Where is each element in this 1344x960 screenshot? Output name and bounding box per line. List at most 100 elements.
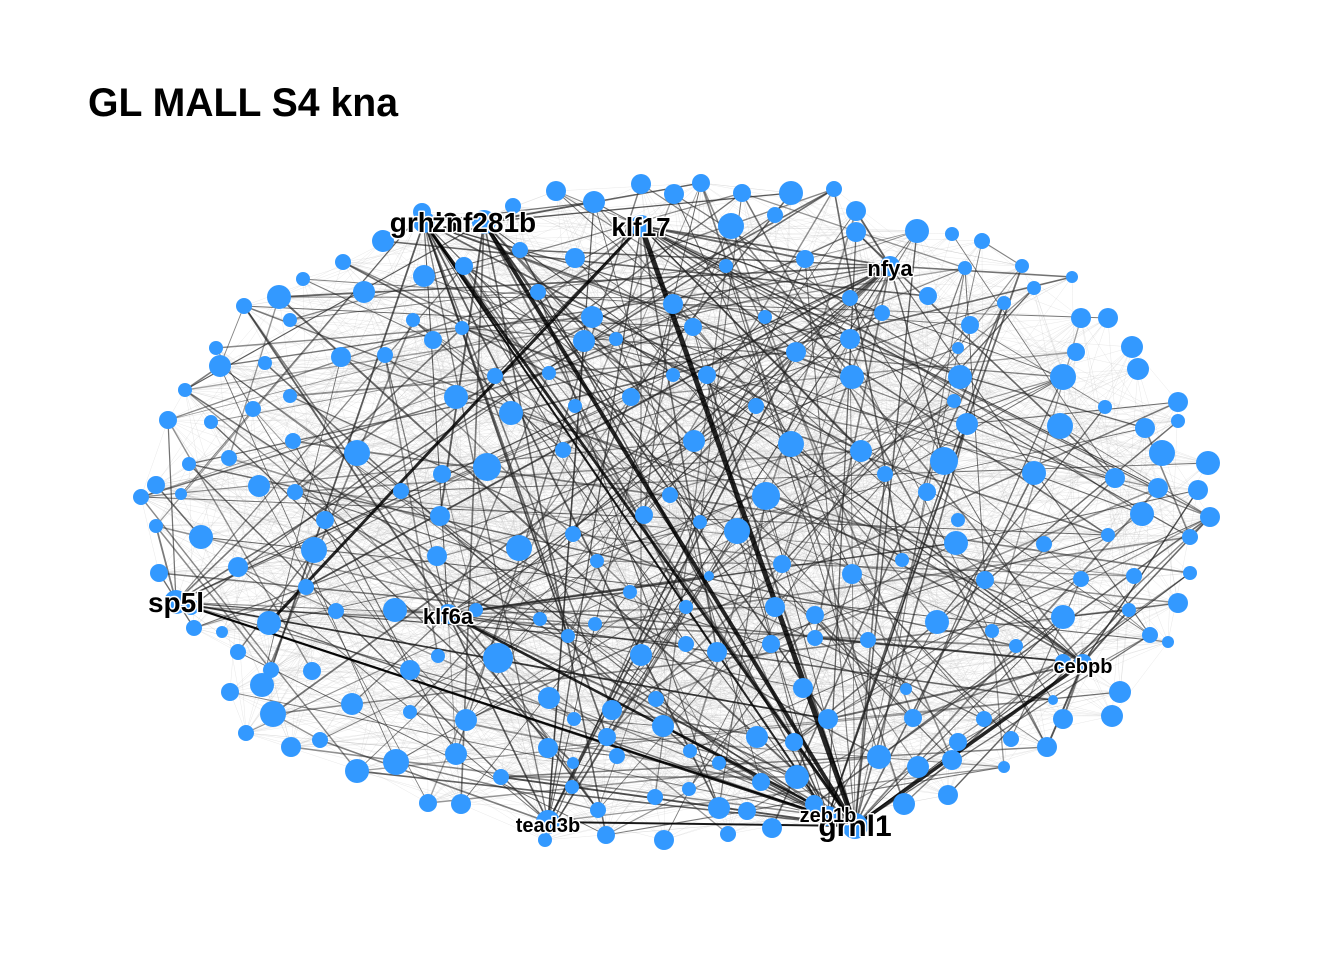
node bbox=[956, 413, 978, 435]
node bbox=[683, 744, 697, 758]
edge-hub bbox=[730, 225, 1084, 664]
edge-light bbox=[200, 536, 549, 749]
node bbox=[427, 546, 447, 566]
edge-medium bbox=[155, 211, 423, 527]
edge-light bbox=[465, 317, 1109, 721]
node bbox=[573, 330, 595, 352]
edge-light bbox=[155, 484, 1191, 538]
edge-hub bbox=[827, 662, 1084, 720]
node bbox=[860, 632, 876, 648]
edge-hub bbox=[423, 221, 687, 645]
node bbox=[846, 222, 866, 242]
edge-hub bbox=[889, 265, 1151, 636]
edge-light bbox=[685, 192, 743, 608]
edge-medium bbox=[237, 549, 315, 653]
edge-light bbox=[219, 296, 280, 367]
node bbox=[893, 793, 915, 815]
node bbox=[1196, 451, 1220, 475]
edge-light bbox=[1111, 368, 1139, 717]
edge-light bbox=[268, 258, 806, 624]
node-hub bbox=[880, 256, 900, 276]
edge-hub bbox=[640, 225, 886, 475]
edge-light bbox=[412, 319, 886, 475]
node bbox=[918, 483, 936, 501]
edge-light bbox=[455, 616, 1064, 755]
edge-medium bbox=[849, 297, 1064, 663]
edge-light bbox=[409, 420, 1179, 713]
edge-light bbox=[356, 559, 903, 772]
edge-light bbox=[180, 493, 914, 719]
edge-light bbox=[901, 559, 985, 720]
edge-light bbox=[455, 616, 1064, 755]
node bbox=[283, 313, 297, 327]
node bbox=[796, 250, 814, 268]
node bbox=[567, 757, 579, 769]
edge-light bbox=[912, 462, 1209, 719]
edge-medium bbox=[611, 651, 718, 711]
edge-light bbox=[1144, 427, 1151, 636]
nodes bbox=[133, 174, 1220, 850]
node bbox=[663, 294, 683, 314]
node bbox=[1051, 605, 1075, 629]
edge-medium bbox=[463, 265, 632, 398]
edge-light bbox=[409, 711, 1005, 768]
edge-medium bbox=[716, 534, 1109, 653]
edge-light bbox=[290, 586, 307, 748]
edge-light bbox=[539, 376, 853, 620]
edge-light bbox=[221, 631, 815, 805]
label-nfya: nfya bbox=[867, 256, 913, 281]
edge-light bbox=[261, 376, 961, 686]
node bbox=[1121, 336, 1143, 358]
edge-light bbox=[497, 621, 938, 659]
edge-medium bbox=[878, 267, 966, 758]
edge-light bbox=[716, 400, 955, 653]
node bbox=[652, 715, 674, 737]
edge-light bbox=[423, 275, 1064, 618]
edge-light bbox=[245, 473, 443, 734]
edge-light bbox=[423, 221, 674, 376]
edge-light bbox=[519, 249, 1054, 701]
node bbox=[654, 830, 674, 850]
node-hub bbox=[1074, 654, 1092, 672]
edge-light bbox=[1167, 489, 1199, 643]
node bbox=[623, 585, 637, 599]
edge-light bbox=[596, 560, 748, 812]
edge-medium bbox=[210, 316, 766, 423]
label-znf281b: znf281b bbox=[432, 207, 536, 238]
node bbox=[328, 603, 344, 619]
node bbox=[951, 513, 965, 527]
node bbox=[230, 644, 246, 660]
edge-light bbox=[500, 602, 1179, 778]
edge-light bbox=[395, 761, 1005, 768]
edge-hub bbox=[423, 221, 608, 738]
edge-light bbox=[221, 477, 1116, 633]
node bbox=[283, 389, 297, 403]
node bbox=[807, 630, 823, 646]
edge-light bbox=[261, 621, 938, 686]
edge-light bbox=[270, 669, 690, 790]
node bbox=[1015, 259, 1029, 273]
edge-light bbox=[351, 221, 425, 705]
node bbox=[383, 598, 407, 622]
edge-medium bbox=[574, 257, 985, 720]
edge-medium bbox=[593, 182, 702, 203]
node bbox=[430, 506, 450, 526]
edge-hub bbox=[423, 221, 449, 615]
edge-medium bbox=[409, 669, 467, 721]
node bbox=[842, 290, 858, 306]
edge-light bbox=[741, 192, 1179, 422]
node bbox=[175, 488, 187, 500]
edge-light bbox=[716, 401, 1179, 653]
node bbox=[1122, 603, 1136, 617]
node bbox=[900, 683, 912, 695]
edge-light bbox=[412, 267, 966, 321]
node bbox=[948, 365, 972, 389]
edge-light bbox=[494, 375, 762, 783]
edge-medium bbox=[294, 450, 862, 493]
edge-hub bbox=[555, 190, 1084, 664]
edge-light bbox=[261, 684, 657, 700]
edge-light bbox=[319, 347, 959, 741]
node bbox=[1171, 414, 1185, 428]
edge-light bbox=[436, 466, 488, 557]
node bbox=[565, 526, 581, 542]
